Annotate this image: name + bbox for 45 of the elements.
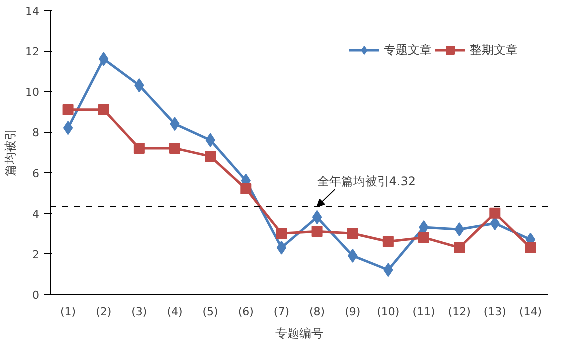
- point: [312, 226, 323, 238]
- point: [240, 184, 252, 195]
- x-tick-label: (10): [377, 306, 400, 318]
- point: [418, 232, 430, 244]
- point: [525, 242, 536, 254]
- x-tick-label: (4): [167, 306, 183, 318]
- y-tick-label: 6: [32, 167, 40, 180]
- x-tick-label: (1): [60, 306, 76, 318]
- x-tick-label: (14): [519, 306, 542, 318]
- x-axis-title: 专题编号: [276, 326, 324, 340]
- x-tick-label: (9): [345, 306, 361, 318]
- x-tick-label: (11): [412, 306, 436, 318]
- y-axis-title: 篇均被引: [4, 128, 18, 176]
- y-tick-label: 10: [26, 86, 40, 100]
- point: [312, 210, 322, 224]
- point: [205, 151, 216, 162]
- point: [98, 104, 110, 116]
- x-tick-label: (7): [274, 306, 290, 318]
- y-tick-label: 8: [32, 126, 40, 140]
- x-tick-label: (2): [96, 306, 112, 318]
- point: [490, 216, 500, 230]
- x-tick-label: (6): [238, 306, 254, 318]
- legend-label: 专题文章: [384, 42, 432, 58]
- point: [170, 142, 180, 154]
- x-tick-label: (13): [484, 306, 506, 318]
- x-tick-label: (8): [309, 306, 326, 318]
- point: [62, 104, 74, 116]
- point: [276, 240, 287, 255]
- y-tick-label: 0: [32, 289, 40, 302]
- point: [382, 236, 394, 248]
- x-tick-label: (12): [448, 306, 471, 318]
- point: [347, 228, 358, 240]
- x-tick-label: (5): [202, 306, 218, 318]
- annotation: 全年篇均被引4.32: [317, 174, 416, 189]
- point: [454, 242, 466, 254]
- y-tick-label: 2: [32, 248, 40, 262]
- y-tick-label: 12: [26, 46, 40, 59]
- point: [490, 208, 501, 219]
- legend-label: 整期文章: [470, 42, 518, 58]
- point: [276, 228, 288, 240]
- point: [134, 142, 145, 154]
- y-tick-label: 14: [26, 5, 40, 18]
- y-tick-label: 4: [32, 208, 40, 221]
- x-tick-label: (3): [132, 306, 148, 318]
- point: [63, 121, 74, 136]
